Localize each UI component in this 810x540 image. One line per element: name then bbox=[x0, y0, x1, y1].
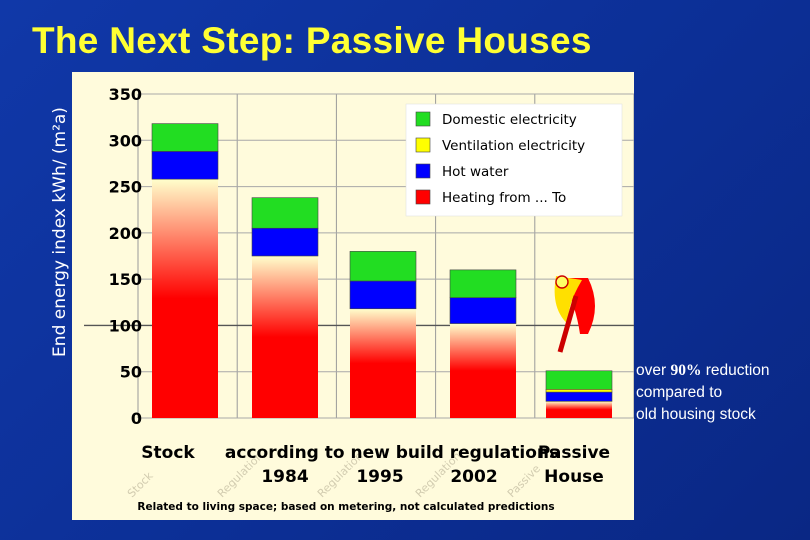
y-tick-label: 150 bbox=[109, 270, 142, 289]
passive-label: Passive bbox=[538, 443, 610, 463]
chart-panel: 0 50 100 150 200 250 300 350 Domestic electricit… bbox=[72, 72, 634, 520]
reduction-note-suffix: reduction bbox=[701, 362, 770, 379]
legend-swatch bbox=[415, 189, 431, 205]
category-label: House bbox=[544, 467, 604, 487]
reduction-percentage: 90% bbox=[670, 362, 702, 379]
bar-group-house bbox=[545, 370, 613, 418]
reduction-note-prefix: over bbox=[636, 362, 671, 379]
bar-segment-heating-from-to bbox=[252, 256, 318, 418]
reduction-note-line-1: over 90% reduction bbox=[636, 360, 810, 382]
logo-stroke bbox=[557, 295, 579, 353]
reduction-note: over 90% reduction compared to old housi… bbox=[636, 360, 810, 426]
passive-house-logo-icon bbox=[554, 275, 595, 353]
legend-swatch bbox=[415, 137, 431, 153]
legend-label: Hot water bbox=[442, 164, 509, 180]
y-tick-label: 300 bbox=[109, 131, 142, 150]
legend-label: Ventilation electricity bbox=[442, 138, 585, 154]
side-label: Passive bbox=[505, 462, 543, 500]
y-tick-label: 250 bbox=[109, 178, 142, 197]
bar-segment-domestic-electricity bbox=[449, 269, 517, 298]
y-axis-label: End energy index kWh/ (m²a) bbox=[50, 107, 70, 357]
y-tick-label: 100 bbox=[109, 316, 142, 335]
legend-swatch bbox=[415, 111, 431, 127]
bar-segment-heating-from-to bbox=[152, 179, 218, 418]
side-label: Stock bbox=[125, 469, 156, 500]
bar-segment-hot-water bbox=[349, 280, 417, 310]
category-label: 1984 bbox=[261, 467, 308, 487]
bar-segment-heating-from-to bbox=[350, 308, 416, 418]
bar-segment-heating-from-to bbox=[450, 323, 516, 418]
chart-footnote: Related to living space; based on meteri… bbox=[137, 501, 554, 513]
bar-group-2002 bbox=[449, 269, 517, 418]
energy-chart: 0 50 100 150 200 250 300 350 Domestic electricit… bbox=[84, 85, 634, 513]
bar-segment-hot-water bbox=[151, 151, 219, 180]
legend-swatch bbox=[415, 163, 431, 179]
category-label: Stock bbox=[141, 443, 195, 463]
legend-label: Heating from ... To bbox=[442, 190, 566, 206]
bar-group-1995 bbox=[349, 251, 417, 418]
y-tick-label: 50 bbox=[120, 363, 142, 382]
bar-segment-domestic-electricity bbox=[151, 123, 219, 152]
bar-segment-hot-water bbox=[449, 297, 517, 324]
slide-title: The Next Step: Passive Houses bbox=[32, 20, 592, 61]
legend: Domestic electricity Ventilation electric… bbox=[405, 103, 623, 217]
bar-segment-domestic-electricity bbox=[545, 370, 613, 390]
bar-group-stock bbox=[151, 123, 219, 418]
y-tick-label: 0 bbox=[131, 409, 142, 428]
reduction-note-line-3: old housing stock bbox=[636, 406, 756, 423]
y-tick-label: 350 bbox=[109, 85, 142, 104]
legend-label: Domestic electricity bbox=[442, 112, 577, 128]
bar-group-1984 bbox=[251, 197, 319, 418]
bar-segment-hot-water bbox=[545, 391, 613, 402]
bar-segment-hot-water bbox=[251, 227, 319, 257]
category-group-label: according to new build regulations bbox=[225, 443, 559, 463]
y-tick-label: 200 bbox=[109, 224, 142, 243]
bar-segment-domestic-electricity bbox=[349, 251, 417, 282]
category-label: 2002 bbox=[450, 467, 497, 487]
legend-box bbox=[405, 103, 623, 217]
category-label: 1995 bbox=[356, 467, 403, 487]
reduction-note-line-2: compared to bbox=[636, 384, 723, 401]
bar-segment-domestic-electricity bbox=[251, 197, 319, 229]
logo-sun bbox=[555, 275, 569, 289]
bar-segment-heating-from-to bbox=[546, 401, 612, 418]
bar-segment-ventilation-electricity bbox=[545, 389, 613, 393]
